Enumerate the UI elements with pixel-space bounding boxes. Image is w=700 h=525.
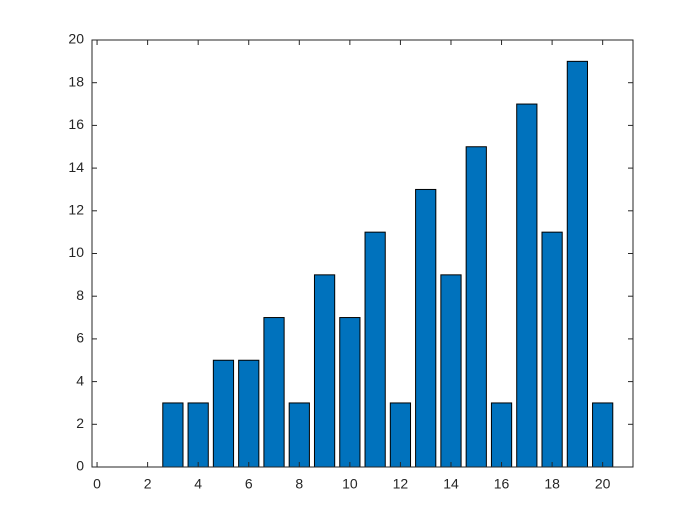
y-tick-label: 2 — [76, 415, 84, 431]
y-tick-label: 18 — [68, 73, 84, 89]
x-tick-label: 14 — [443, 476, 459, 492]
bar — [541, 231, 563, 468]
y-tick-label: 14 — [68, 159, 84, 175]
y-tick-label: 0 — [76, 458, 84, 474]
bar — [516, 103, 538, 468]
bar — [187, 402, 209, 468]
x-tick-label: 10 — [342, 476, 358, 492]
x-tick-label: 18 — [544, 476, 560, 492]
x-tick-label: 6 — [245, 476, 253, 492]
x-tick-label: 0 — [93, 476, 101, 492]
y-tick-label: 4 — [76, 372, 84, 388]
x-tick-label: 12 — [393, 476, 409, 492]
y-tick-label: 20 — [68, 31, 84, 47]
x-tick-label: 8 — [295, 476, 303, 492]
bar — [465, 146, 487, 468]
bar — [238, 359, 260, 468]
y-tick-label: 8 — [76, 287, 84, 303]
bar — [313, 274, 336, 468]
bar — [415, 188, 437, 468]
bar — [212, 359, 235, 468]
y-tick-label: 12 — [68, 202, 84, 218]
bar — [490, 402, 513, 468]
bar — [592, 402, 614, 468]
x-tick-label: 2 — [144, 476, 152, 492]
bar — [339, 317, 361, 468]
bar — [364, 231, 386, 468]
y-tick-label: 6 — [76, 330, 84, 346]
y-tick-label: 10 — [68, 244, 84, 260]
bar — [440, 274, 462, 468]
x-tick-label: 20 — [595, 476, 611, 492]
bar — [162, 402, 184, 468]
x-tick-label: 4 — [194, 476, 202, 492]
bar — [389, 402, 412, 468]
bar — [263, 317, 285, 468]
x-tick-label: 16 — [494, 476, 510, 492]
y-tick-label: 16 — [68, 116, 84, 132]
bar — [288, 402, 310, 468]
bar — [566, 60, 588, 468]
